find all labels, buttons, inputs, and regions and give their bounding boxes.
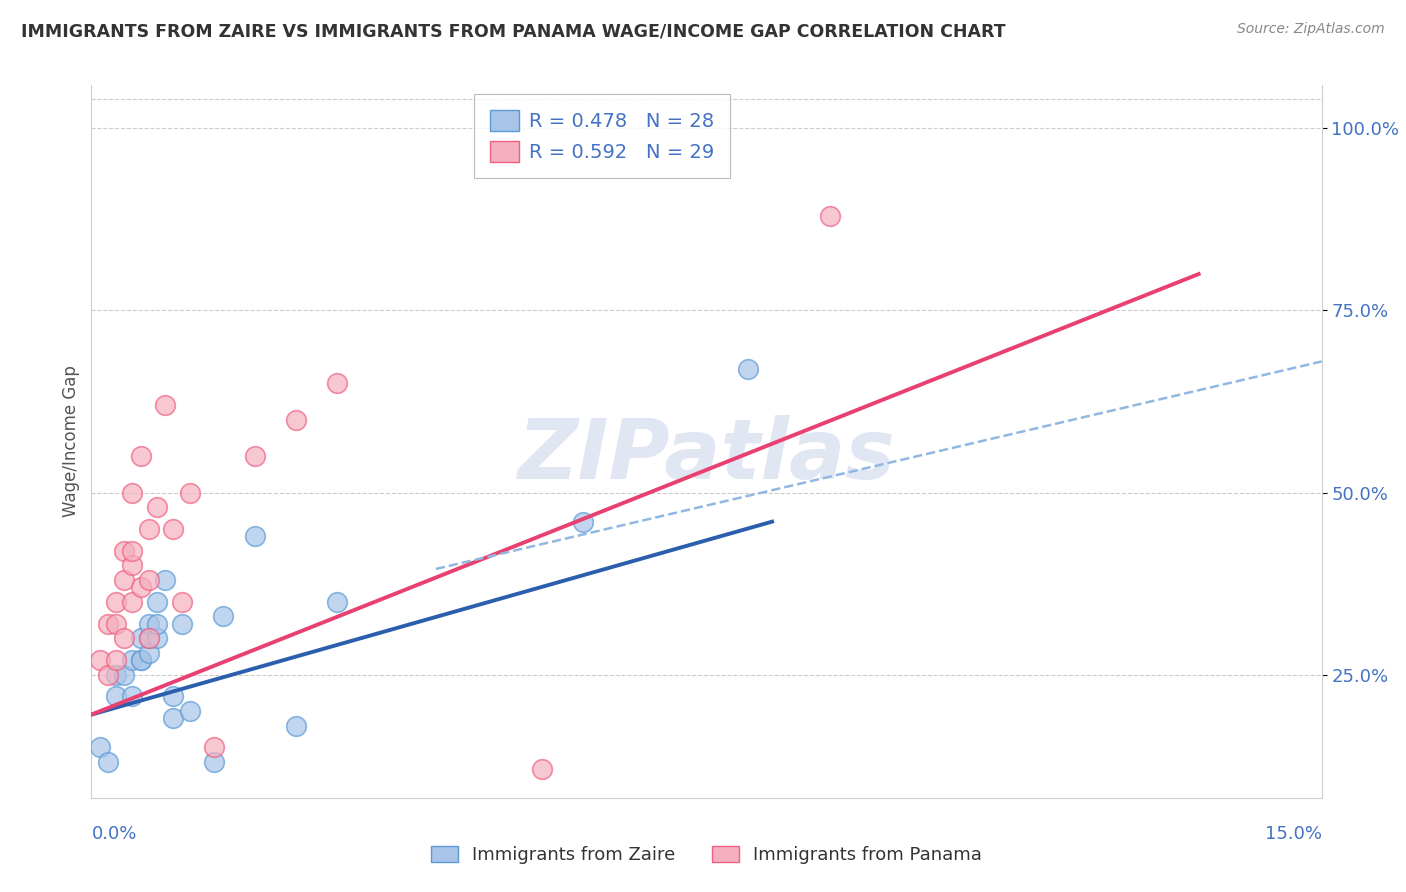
Point — [146, 595, 169, 609]
Point — [202, 740, 225, 755]
Point — [105, 667, 127, 681]
Point — [138, 631, 160, 645]
Point — [146, 616, 169, 631]
Point — [105, 690, 127, 704]
Point — [146, 500, 169, 514]
Point — [89, 740, 111, 755]
Point — [129, 449, 152, 463]
Point — [245, 529, 267, 543]
Point — [121, 558, 143, 573]
Point — [179, 704, 201, 718]
Text: ZIPatlas: ZIPatlas — [517, 416, 896, 496]
Point — [737, 361, 759, 376]
Point — [112, 667, 135, 681]
Text: Source: ZipAtlas.com: Source: ZipAtlas.com — [1237, 22, 1385, 37]
Point — [112, 543, 135, 558]
Point — [97, 755, 120, 769]
Point — [97, 616, 120, 631]
Point — [285, 413, 308, 427]
Point — [162, 711, 184, 725]
Point — [326, 376, 349, 391]
Point — [179, 485, 201, 500]
Point — [129, 653, 152, 667]
Point — [170, 616, 193, 631]
Point — [153, 573, 177, 587]
Point — [170, 595, 193, 609]
Point — [138, 522, 160, 536]
Point — [138, 646, 160, 660]
Point — [162, 690, 184, 704]
Point — [97, 667, 120, 681]
Y-axis label: Wage/Income Gap: Wage/Income Gap — [62, 366, 80, 517]
Point — [153, 398, 177, 412]
Point — [121, 595, 143, 609]
Point — [202, 755, 225, 769]
Point — [121, 653, 143, 667]
Point — [105, 653, 127, 667]
Point — [105, 595, 127, 609]
Point — [138, 616, 160, 631]
Text: 15.0%: 15.0% — [1264, 825, 1322, 843]
Point — [112, 573, 135, 587]
Point — [129, 653, 152, 667]
Point — [121, 485, 143, 500]
Point — [129, 580, 152, 594]
Point — [531, 762, 554, 776]
Point — [138, 573, 160, 587]
Point — [572, 515, 595, 529]
Point — [285, 718, 308, 732]
Point — [121, 543, 143, 558]
Point — [138, 631, 160, 645]
Point — [121, 690, 143, 704]
Point — [89, 653, 111, 667]
Point — [146, 631, 169, 645]
Point — [818, 209, 841, 223]
Point — [112, 631, 135, 645]
Legend: R = 0.478   N = 28, R = 0.592   N = 29: R = 0.478 N = 28, R = 0.592 N = 29 — [474, 95, 730, 178]
Text: 0.0%: 0.0% — [91, 825, 136, 843]
Point — [211, 609, 233, 624]
Text: IMMIGRANTS FROM ZAIRE VS IMMIGRANTS FROM PANAMA WAGE/INCOME GAP CORRELATION CHAR: IMMIGRANTS FROM ZAIRE VS IMMIGRANTS FROM… — [21, 22, 1005, 40]
Point — [245, 449, 267, 463]
Point — [105, 616, 127, 631]
Point — [326, 595, 349, 609]
Point — [129, 631, 152, 645]
Point — [162, 522, 184, 536]
